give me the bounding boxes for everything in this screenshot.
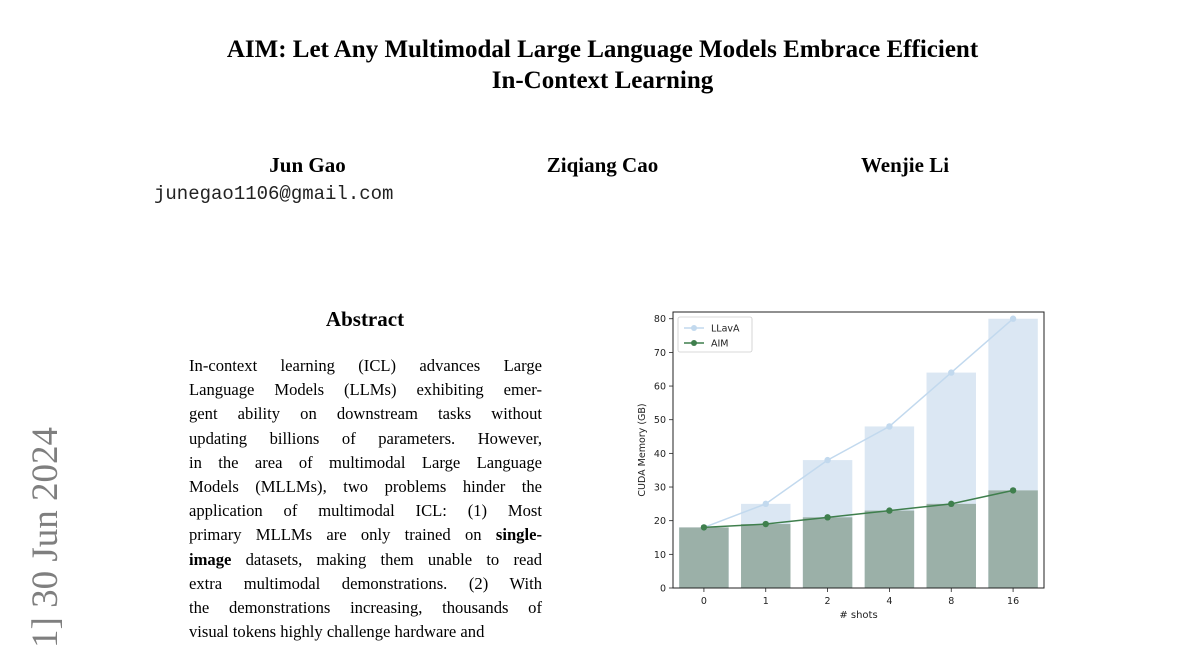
abstract-heading: Abstract: [325, 307, 405, 331]
y-tick-label: 40: [654, 449, 666, 460]
y-tick-label: 30: [654, 483, 666, 494]
point-llava-16: [1009, 315, 1017, 322]
x-tick-label: 2: [825, 596, 831, 607]
abstract-line-text: datasets, making them unable to read: [231, 549, 542, 569]
series-line-llava: [703, 318, 1014, 529]
point-aim-0: [700, 524, 708, 531]
abstract-line: Models (MLLMs), two problems hinder the: [189, 475, 542, 499]
abstract-line: application of multimodal ICL: (1) Most: [189, 499, 542, 523]
abstract-line: image datasets, making them unable to re…: [189, 548, 542, 572]
y-axis-label: CUDA Memory (GB): [637, 403, 648, 496]
abstract-bold-term: single-: [495, 525, 542, 545]
abstract-line: updating billions of parameters. However…: [189, 427, 542, 451]
abstract-line-text: application of multimodal ICL: (1) Most: [189, 501, 542, 521]
legend-label-llava: LLavA: [711, 324, 740, 335]
y-tick-label: 10: [654, 550, 666, 561]
bar-aim-4: [864, 510, 915, 588]
abstract-line: visual tokens highly challenge hardware …: [189, 620, 542, 644]
abstract-line: In-context learning (ICL) advances Large: [189, 354, 542, 378]
bar-aim-16: [988, 490, 1038, 588]
paper-title-line-2: In-Context Learning: [491, 67, 714, 94]
point-aim-2: [824, 514, 831, 521]
y-tick-label: 20: [654, 516, 666, 527]
memory-chart: 0 10 20 30 40 50 60 70 80 0 1 2 4 8 16 # shots CUDA Memo…: [637, 311, 1045, 621]
bar-aim-0: [679, 527, 729, 588]
x-tick-label: 1: [763, 596, 769, 607]
point-llava-4: [886, 423, 893, 430]
axes-frame: [672, 311, 1045, 589]
plot-area: [673, 312, 1044, 588]
abstract-line-text: updating billions of parameters. However…: [189, 428, 542, 448]
arxiv-sidebar-stamp: 1] 30 Jun 2024: [25, 427, 66, 648]
point-aim-4: [886, 507, 893, 514]
abstract-line-text: Models (MLLMs), two problems hinder the: [189, 477, 542, 497]
abstract-line-text: Language Models (LLMs) exhibiting emer-: [189, 380, 542, 400]
x-axis-label: # shots: [839, 610, 877, 621]
abstract-line-text: the demonstrations increasing, thousands…: [189, 598, 542, 618]
abstract-line: gent ability on downstream tasks without: [189, 402, 542, 426]
x-tick-label: 4: [886, 596, 892, 607]
paper-title-line-1: AIM: Let Any Multimodal Large Language M…: [226, 36, 979, 63]
bar-aim-8: [926, 503, 976, 588]
y-tick-label: 50: [654, 415, 666, 426]
x-tick-label: 8: [948, 596, 954, 607]
bar-aim-2: [802, 517, 853, 588]
memory-chart-figure: 0 10 20 30 40 50 60 70 80 0 1 2 4 8 16 # shots CUDA Memo…: [628, 308, 1052, 628]
abstract-line-text: primary MLLMs are only trained on: [189, 525, 496, 545]
author-name-1: Jun Gao: [269, 153, 346, 177]
abstract-line-text: in the area of multimodal Large Language: [189, 452, 542, 472]
abstract-body: In-context learning (ICL) advances Large…: [189, 354, 542, 644]
point-llava-2: [824, 456, 831, 464]
point-aim-8: [948, 500, 955, 508]
y-tick-label: 70: [654, 348, 666, 359]
paper-title: AIM: Let Any Multimodal Large Language M…: [120, 34, 1085, 96]
abstract-line: the demonstrations increasing, thousands…: [189, 596, 542, 620]
legend-marker-aim: [691, 340, 697, 346]
author-name-2: Ziqiang Cao: [546, 153, 659, 177]
abstract-line: primary MLLMs are only trained on single…: [189, 523, 542, 547]
bar-aim-1: [741, 524, 791, 588]
y-tick-label: 60: [654, 382, 666, 393]
legend-marker-llava: [691, 325, 697, 331]
point-llava-1: [762, 500, 769, 508]
abstract-line-text: extra multimodal demonstrations. (2) Wit…: [189, 573, 542, 593]
y-tick-label: 80: [654, 314, 666, 325]
x-tick-label: 16: [1007, 596, 1019, 607]
author-email: junegao1106@gmail.com: [154, 183, 394, 205]
point-aim-1: [762, 520, 769, 528]
abstract-line: in the area of multimodal Large Language: [189, 451, 542, 475]
abstract-line: extra multimodal demonstrations. (2) Wit…: [189, 572, 542, 596]
legend-label-aim: AIM: [711, 339, 729, 350]
x-tick-label: 0: [701, 596, 707, 607]
point-llava-8: [948, 369, 955, 376]
author-name-3: Wenjie Li: [860, 153, 950, 177]
point-aim-16: [1009, 487, 1017, 494]
abstract-line-text: gent ability on downstream tasks without: [189, 404, 542, 424]
abstract-line-text: In-context learning (ICL) advances Large: [189, 356, 542, 375]
y-tick-label: 0: [660, 584, 666, 595]
series-line-aim: [703, 489, 1014, 529]
abstract-line: Language Models (LLMs) exhibiting emer-: [189, 378, 542, 402]
abstract-bold-term: image: [189, 549, 232, 569]
abstract-line-text: visual tokens highly challenge hardware …: [189, 622, 485, 642]
